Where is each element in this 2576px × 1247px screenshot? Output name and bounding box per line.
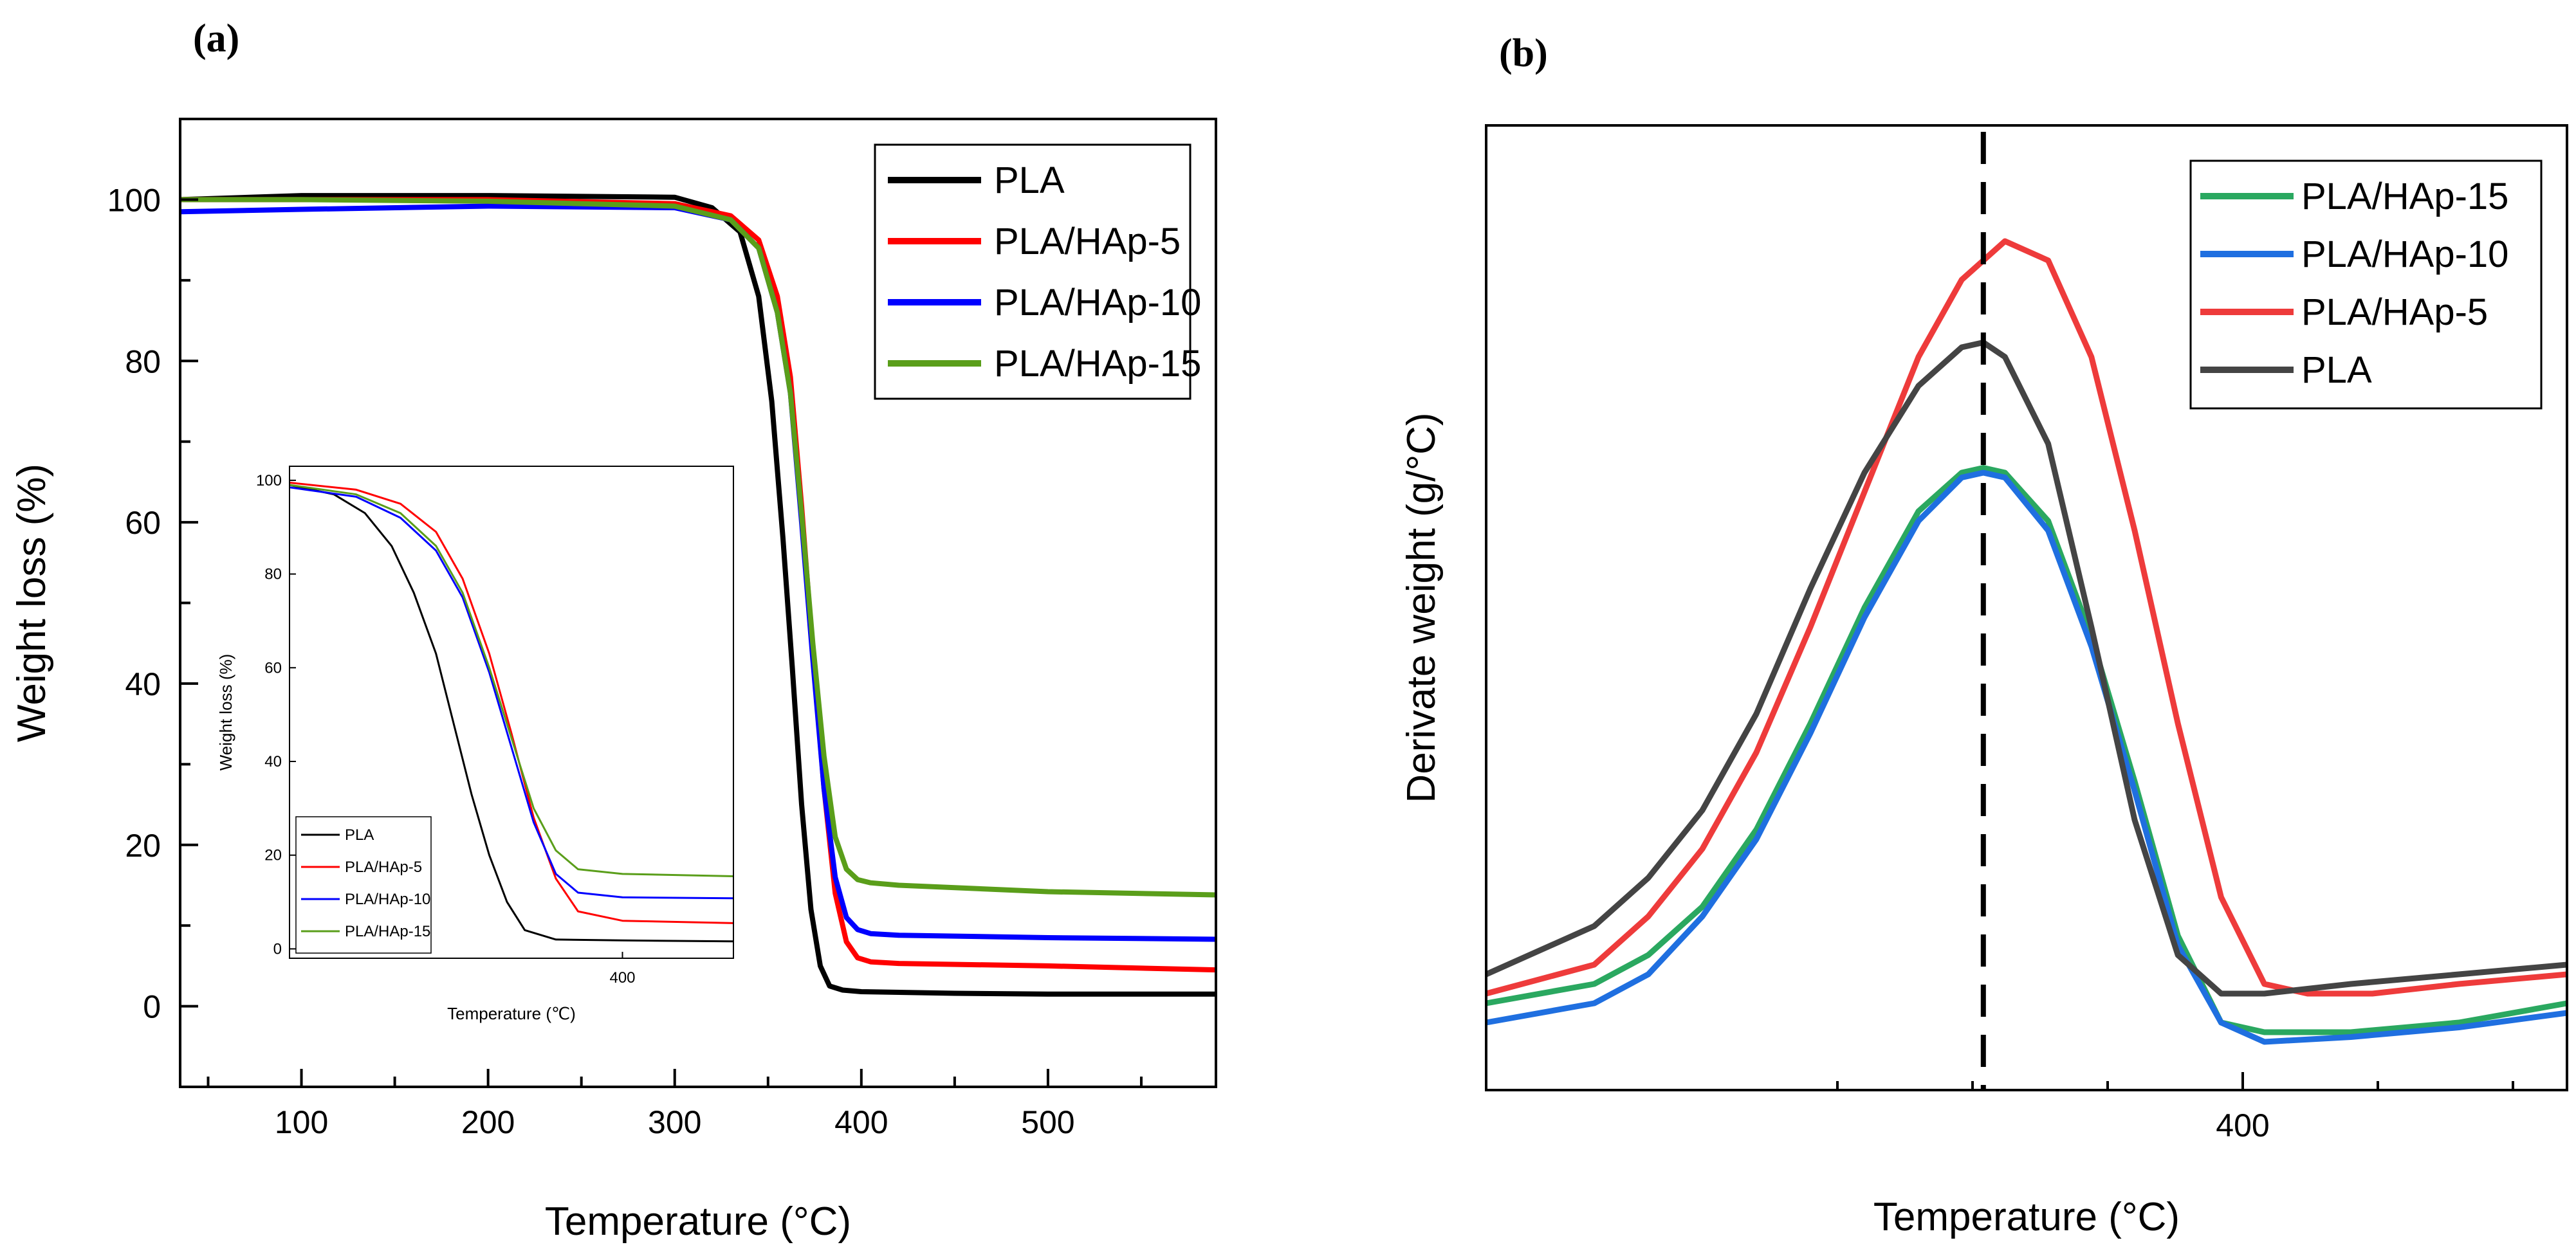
inset-y-tick-label-2: 40 <box>264 753 282 770</box>
inset-series-line-0 <box>289 484 734 943</box>
inset-legend-label-3: PLA/HAp-15 <box>345 923 430 940</box>
inset-legend-label-2: PLA/HAp-10 <box>345 891 430 908</box>
x-tick-label-1: 200 <box>461 1104 515 1140</box>
y-tick-label-0: 0 <box>143 989 161 1025</box>
inset-y-tick-label-0: 0 <box>273 940 282 958</box>
y-tick-label-4: 80 <box>125 343 161 379</box>
y-tick-label-1: 20 <box>125 828 161 864</box>
dtg-series-line-3 <box>1485 340 2568 997</box>
inset-y-tick-label-1: 20 <box>264 847 282 864</box>
x-tick-label-4: 500 <box>1021 1104 1074 1140</box>
x-axis-title-a: Temperature (°C) <box>545 1199 851 1244</box>
x-tick-label-2: 300 <box>648 1104 701 1140</box>
inset-frame <box>289 466 734 959</box>
series-line-3 <box>180 197 1217 898</box>
x-tick-label-0: 100 <box>275 1104 328 1140</box>
inset-y-tick-label-4: 80 <box>264 566 282 583</box>
inset-x-tick-label-0: 400 <box>609 969 635 987</box>
legend-box-a <box>874 143 1191 400</box>
dtg-x-tick-label-0: 400 <box>2216 1107 2269 1143</box>
dtg-legend-label-0: PLA/HAp-15 <box>2301 176 2508 217</box>
inset-y-tick-label-5: 100 <box>256 472 282 489</box>
inset-legend-label-0: PLA <box>345 826 374 844</box>
x-axis-title-b: Temperature (°C) <box>1873 1195 2180 1239</box>
inset-x-axis-title: Temperature (℃) <box>447 1004 576 1023</box>
panel-label-b: (b) <box>1499 32 1548 75</box>
y-tick-label-5: 100 <box>107 182 161 218</box>
legend-label-0: PLA <box>994 159 1065 201</box>
legend-label-2: PLA/HAp-10 <box>994 282 1201 323</box>
legend-label-1: PLA/HAp-5 <box>994 221 1181 262</box>
y-axis-title-a: Weight loss (%) <box>10 464 54 742</box>
inset-y-tick-label-3: 60 <box>264 659 282 677</box>
y-tick-label-3: 60 <box>125 505 161 541</box>
dtg-series-line-0 <box>1486 465 2568 1035</box>
plot-frame-b <box>1485 124 2568 1091</box>
legend-label-3: PLA/HAp-15 <box>994 343 1201 385</box>
x-tick-label-3: 400 <box>834 1104 888 1140</box>
inset-legend-label-1: PLA/HAp-5 <box>345 859 422 876</box>
inset-series-line-3 <box>289 484 734 877</box>
dtg-legend-label-3: PLA <box>2301 349 2372 391</box>
dtg-legend-label-1: PLA/HAp-10 <box>2301 233 2508 275</box>
panel-label-a: (a) <box>193 17 239 60</box>
inset-series-line-2 <box>289 486 734 900</box>
dtg-series-line-1 <box>1486 469 2568 1045</box>
y-axis-title-b: Derivate weight (g/°C) <box>1399 412 1444 803</box>
chart-b-dtg: 400 Temperature (°C) Derivate weight (g/°C… <box>1399 124 2568 1239</box>
series-line-0 <box>179 193 1216 997</box>
y-tick-label-2: 40 <box>125 666 161 702</box>
inset-y-axis-title: Weight loss (%) <box>216 654 235 771</box>
inset-series-line-1 <box>289 482 734 924</box>
dtg-legend-label-2: PLA/HAp-5 <box>2301 291 2488 333</box>
